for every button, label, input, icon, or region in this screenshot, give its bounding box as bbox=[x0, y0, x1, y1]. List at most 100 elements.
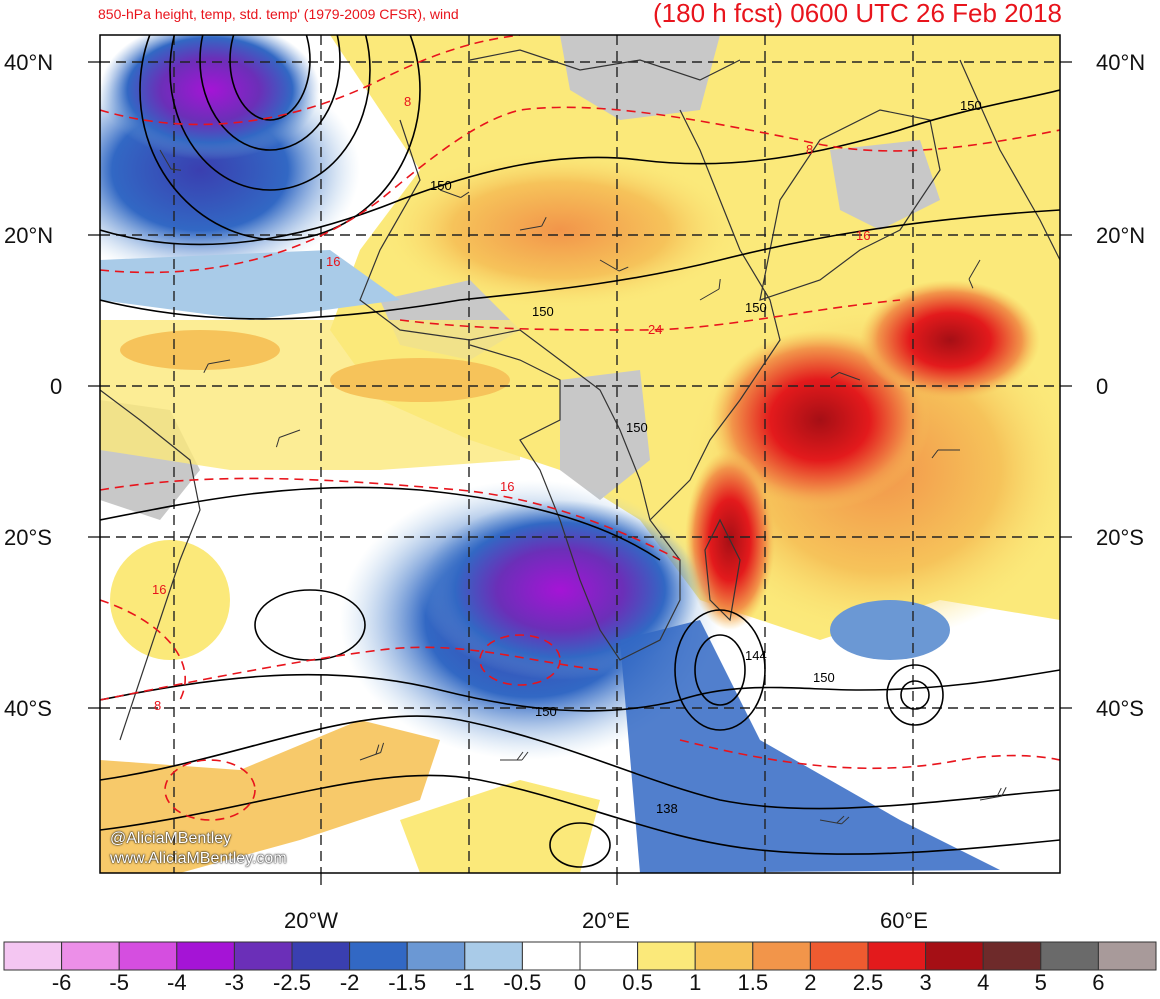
temp-contour-16-brazil bbox=[100, 599, 186, 701]
warm-swirl-south-atlantic bbox=[100, 720, 440, 873]
colorbar-label: 3 bbox=[919, 970, 932, 995]
wind-barb bbox=[519, 217, 547, 231]
height-low-ring-2 bbox=[199, 35, 341, 151]
graticule bbox=[100, 35, 1060, 873]
coast-mediterranean bbox=[469, 49, 741, 81]
lat-label-right: 20°N bbox=[1096, 223, 1146, 248]
colorbar-swatch bbox=[3, 941, 63, 971]
height-contours bbox=[100, 35, 1060, 868]
temp-contour-16-north bbox=[100, 106, 1060, 274]
height-label: 150 bbox=[745, 300, 767, 315]
map-subtitle: 850-hPa height, temp, std. temp' (1979-2… bbox=[98, 6, 459, 22]
map-frame bbox=[99, 34, 1061, 874]
height-label: 144 bbox=[745, 648, 767, 663]
colorbar-label: -6 bbox=[51, 970, 72, 995]
temp-contour-24 bbox=[399, 299, 901, 331]
height-low-indian-1 bbox=[900, 680, 930, 710]
colorbar-swatch bbox=[349, 941, 408, 971]
wind-barbs bbox=[159, 149, 1007, 825]
wind-barb bbox=[275, 429, 301, 448]
lat-label-left: 0 bbox=[50, 374, 63, 399]
temperature-label: 16 bbox=[500, 479, 514, 494]
colorbar-swatch bbox=[809, 941, 869, 971]
colorbar-swatch bbox=[521, 941, 581, 971]
colorbar-swatch bbox=[291, 941, 351, 971]
coastlines bbox=[100, 49, 1060, 741]
colorbar-label: -1.5 bbox=[388, 970, 427, 995]
temp-contour-warm-pocket bbox=[164, 759, 256, 821]
colorbar-label: -2.5 bbox=[273, 970, 311, 995]
temperature-label: 16 bbox=[326, 254, 340, 269]
coast-south-america bbox=[100, 389, 201, 741]
wind-barb bbox=[699, 279, 721, 301]
warm-patch-south-brazil bbox=[110, 540, 230, 660]
colorbar-swatch bbox=[118, 941, 178, 971]
colorbar-swatch bbox=[694, 941, 754, 971]
temperature-label: 8 bbox=[154, 698, 161, 713]
warm-patch-atlantic-1 bbox=[120, 330, 280, 370]
height-low-ring-4 bbox=[139, 35, 421, 241]
colorbar bbox=[3, 941, 1157, 971]
height-contour-150-north bbox=[100, 89, 1060, 246]
colorbar-swatch bbox=[406, 941, 466, 971]
colorbar-label: -4 bbox=[167, 970, 187, 995]
wind-barb bbox=[830, 372, 861, 381]
cold-tongue-southern-ocean bbox=[620, 620, 1000, 873]
height-contour-north-2 bbox=[100, 209, 1060, 320]
wind-barb bbox=[968, 259, 981, 289]
height-low-cutoff-2 bbox=[674, 609, 766, 731]
colorbar-swatch bbox=[982, 941, 1042, 971]
colorbar-swatch bbox=[176, 941, 235, 971]
height-label: 150 bbox=[626, 420, 648, 435]
credit-handle: @AliciaMBentley bbox=[110, 830, 232, 847]
lat-label-left: 20°S bbox=[4, 525, 52, 550]
wind-barb bbox=[159, 149, 181, 171]
warm-patch-atlantic-2 bbox=[330, 358, 510, 402]
temperature-label: 16 bbox=[152, 582, 166, 597]
colorbar-label: -0.5 bbox=[503, 970, 542, 995]
colorbar-label: 4 bbox=[977, 970, 990, 995]
colorbar-swatch bbox=[752, 941, 811, 971]
wind-barb bbox=[500, 751, 529, 761]
height-label: 138 bbox=[656, 801, 678, 816]
map-title: (180 h fcst) 0600 UTC 26 Feb 2018 bbox=[652, 0, 1062, 28]
colorbar-label: 5 bbox=[1034, 970, 1047, 995]
colorbar-swatch bbox=[637, 941, 696, 971]
colorbar-label: 1 bbox=[689, 970, 702, 995]
colorbar-swatch bbox=[1040, 941, 1099, 971]
colorbar-label: 0.5 bbox=[622, 970, 653, 995]
height-contour-150-south bbox=[100, 669, 1060, 712]
lat-label-left: 20°N bbox=[4, 223, 54, 248]
wind-barb bbox=[819, 815, 850, 825]
temperature-label: 16 bbox=[856, 228, 870, 243]
credit-website: www.AliciaMBentley.com bbox=[110, 850, 287, 867]
height-label: 150 bbox=[535, 704, 557, 719]
lat-label-left: 40°N bbox=[4, 50, 54, 75]
grey-land-congo bbox=[560, 370, 650, 500]
cold-core-north-atlantic bbox=[100, 35, 320, 160]
height-label: 150 bbox=[532, 304, 554, 319]
temperature-label: 24 bbox=[648, 322, 662, 337]
contour-labels: 150 150 150 150 150 150 144 150 138 8 8 … bbox=[152, 94, 982, 816]
height-label: 150 bbox=[430, 178, 452, 193]
height-label: 150 bbox=[960, 98, 982, 113]
hot-anomaly-arabian-sea bbox=[860, 280, 1040, 400]
coast-arabia bbox=[759, 109, 941, 301]
colorbar-label: 0 bbox=[573, 970, 587, 995]
axis-ticks bbox=[88, 61, 1072, 885]
colorbar-label: 1.5 bbox=[737, 970, 769, 995]
lon-label: 20°E bbox=[582, 908, 630, 933]
lat-label-left: 40°S bbox=[4, 696, 52, 721]
colorbar-label: 6 bbox=[1092, 970, 1105, 995]
wind-barb bbox=[931, 449, 960, 459]
height-low-indian-2 bbox=[886, 664, 944, 726]
cool-patch-indian-ocean bbox=[830, 600, 950, 660]
height-low-ring-3 bbox=[169, 35, 371, 191]
coast-india bbox=[959, 59, 1060, 261]
colorbar-label: -2 bbox=[339, 970, 360, 995]
temp-contour-cold-pocket bbox=[479, 634, 561, 686]
temperature-contours bbox=[100, 35, 1060, 821]
coast-africa-east bbox=[649, 109, 781, 521]
height-low-southern bbox=[549, 822, 611, 868]
lat-label-right: 0 bbox=[1096, 374, 1109, 399]
